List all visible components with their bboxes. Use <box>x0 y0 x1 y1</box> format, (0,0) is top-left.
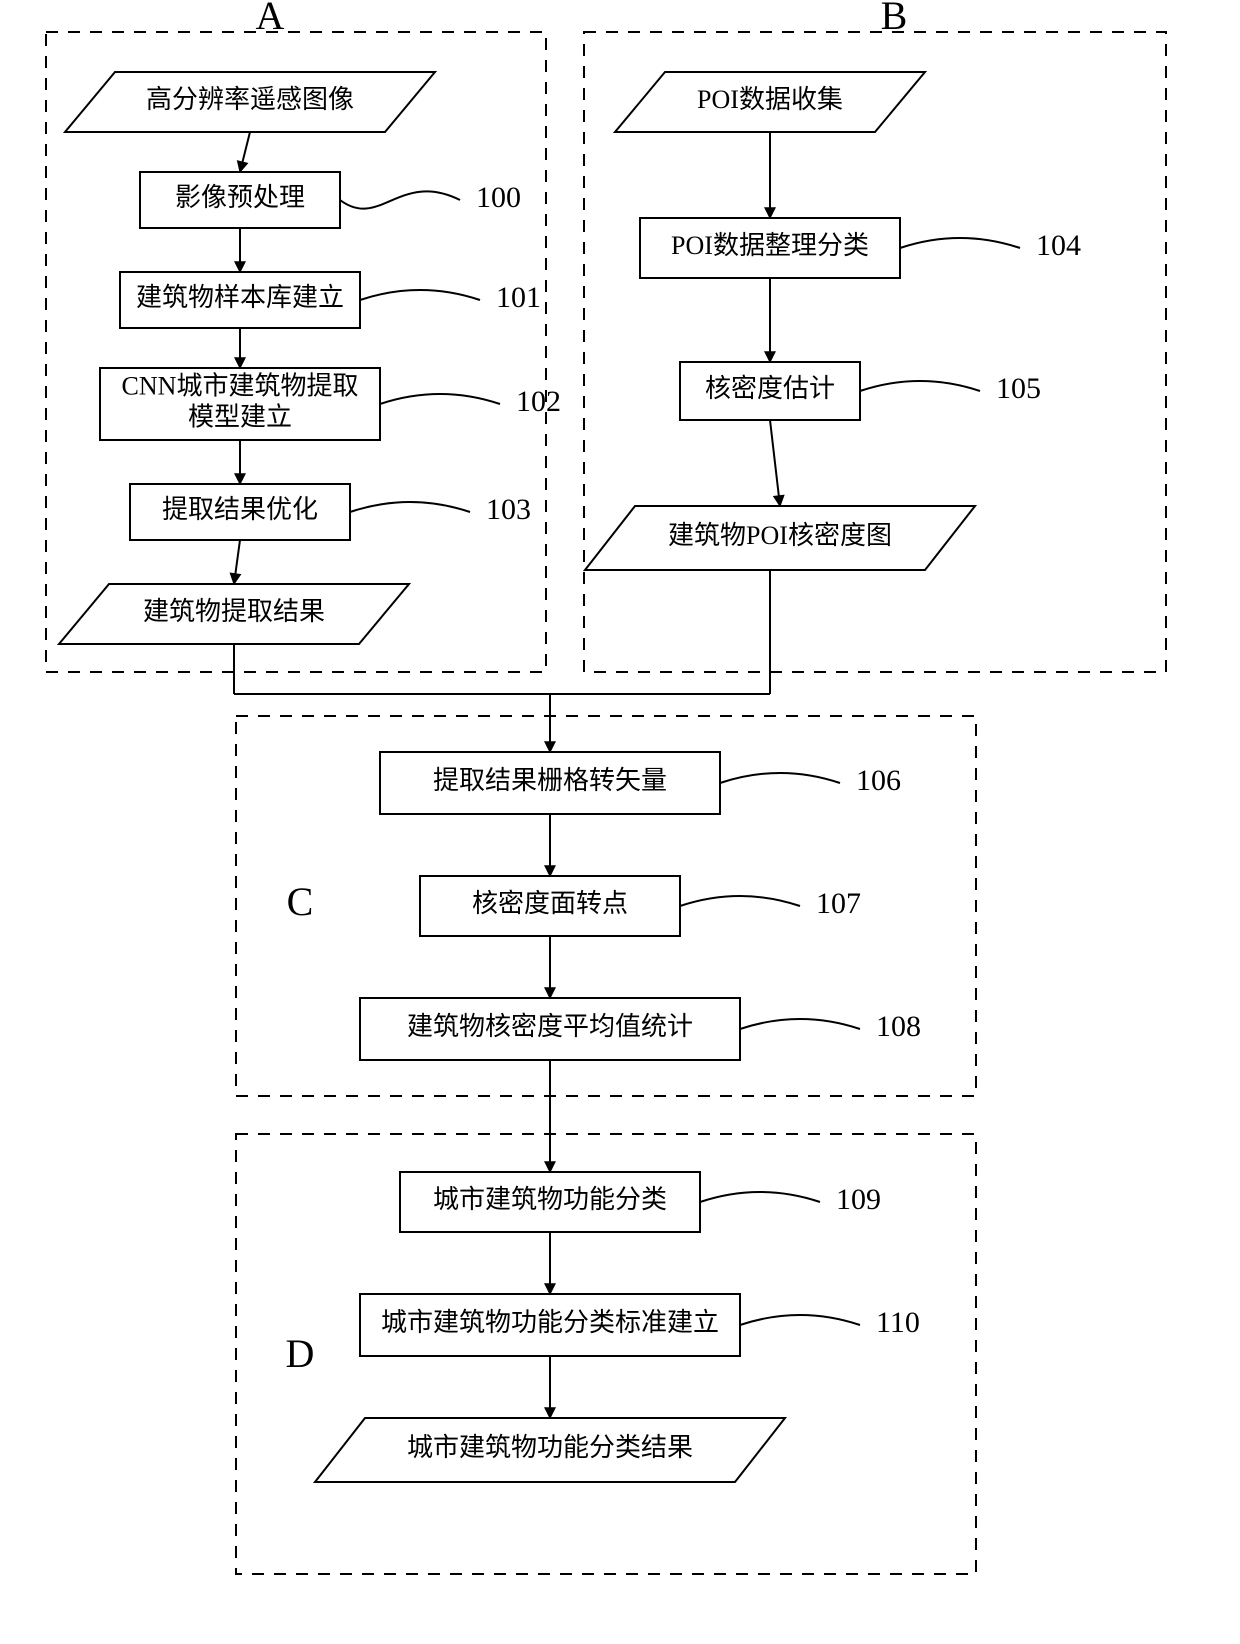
node-a3-text-1: 模型建立 <box>188 403 292 432</box>
node-a3-leader <box>380 394 500 404</box>
node-a3: CNN城市建筑物提取模型建立 102 <box>100 368 561 440</box>
node-c2: 核密度面转点 107 <box>420 876 861 936</box>
node-a4: 提取结果优化 103 <box>130 484 531 540</box>
node-b2: 核密度估计 105 <box>680 362 1041 420</box>
node-b1-tag: 104 <box>1036 229 1081 262</box>
node-b2-text-0: 核密度估计 <box>705 374 835 403</box>
node-a2-tag: 101 <box>496 281 541 314</box>
node-b0: POI数据收集 <box>615 72 925 132</box>
node-a0: 高分辨率遥感图像 <box>65 72 435 132</box>
node-a0-text-0: 高分辨率遥感图像 <box>146 85 354 114</box>
node-b2-leader <box>860 381 980 391</box>
node-c2-leader <box>680 896 800 906</box>
node-b0-text-0: POI数据收集 <box>697 85 843 114</box>
node-d3-text-0: 城市建筑物功能分类结果 <box>407 1433 693 1462</box>
node-a3-text-0: CNN城市建筑物提取 <box>122 371 359 400</box>
node-a5: 建筑物提取结果 <box>59 584 409 644</box>
section-B-label: B <box>881 0 908 38</box>
section-C-label: C <box>287 879 314 924</box>
node-a4-text-0: 提取结果优化 <box>162 495 318 524</box>
node-b1: POI数据整理分类 104 <box>640 218 1081 278</box>
node-c2-tag: 107 <box>816 887 861 920</box>
arrow-a4-a5 <box>234 540 240 584</box>
node-c3-leader <box>740 1019 860 1029</box>
node-d2-text-0: 城市建筑物功能分类标准建立 <box>381 1308 719 1337</box>
node-d2: 城市建筑物功能分类标准建立 110 <box>360 1294 920 1356</box>
node-c1-text-0: 提取结果栅格转矢量 <box>433 766 667 795</box>
node-a5-text-0: 建筑物提取结果 <box>143 597 325 626</box>
node-a1: 影像预处理 100 <box>140 172 521 228</box>
arrow-a0-a1 <box>240 132 250 172</box>
section-A-label: A <box>256 0 285 38</box>
node-c2-text-0: 核密度面转点 <box>472 889 628 918</box>
node-d1-text-0: 城市建筑物功能分类 <box>433 1185 667 1214</box>
node-c3-tag: 108 <box>876 1010 921 1043</box>
node-a4-tag: 103 <box>486 493 531 526</box>
node-a2-leader <box>360 290 480 300</box>
node-d2-tag: 110 <box>876 1306 920 1339</box>
flowchart-canvas: A B C D 高分辨率遥感图像影像预处理 100 建筑物样本库建立 101 CNN城市建筑物提… <box>0 0 1240 1644</box>
arrow-b2-b3 <box>770 420 780 506</box>
node-a2: 建筑物样本库建立 101 <box>120 272 541 328</box>
node-c1-leader <box>720 773 840 783</box>
node-c1-tag: 106 <box>856 764 901 797</box>
node-b1-text-0: POI数据整理分类 <box>671 231 869 260</box>
node-d1-tag: 109 <box>836 1183 881 1216</box>
node-b3: 建筑物POI核密度图 <box>585 506 975 570</box>
node-a3-tag: 102 <box>516 385 561 418</box>
node-d1: 城市建筑物功能分类 109 <box>400 1172 881 1232</box>
node-a1-tag: 100 <box>476 181 521 214</box>
node-c3: 建筑物核密度平均值统计 108 <box>360 998 921 1060</box>
node-a1-text-0: 影像预处理 <box>175 183 305 212</box>
section-D-label: D <box>286 1331 315 1376</box>
node-d1-leader <box>700 1192 820 1202</box>
node-a4-leader <box>350 502 470 512</box>
node-a2-text-0: 建筑物样本库建立 <box>136 283 344 312</box>
node-b3-text-0: 建筑物POI核密度图 <box>668 521 892 550</box>
node-d3: 城市建筑物功能分类结果 <box>315 1418 785 1482</box>
node-c1: 提取结果栅格转矢量 106 <box>380 752 901 814</box>
node-b1-leader <box>900 238 1020 248</box>
node-d2-leader <box>740 1315 860 1325</box>
node-a1-leader <box>340 191 460 208</box>
node-b2-tag: 105 <box>996 372 1041 405</box>
node-c3-text-0: 建筑物核密度平均值统计 <box>407 1012 693 1041</box>
